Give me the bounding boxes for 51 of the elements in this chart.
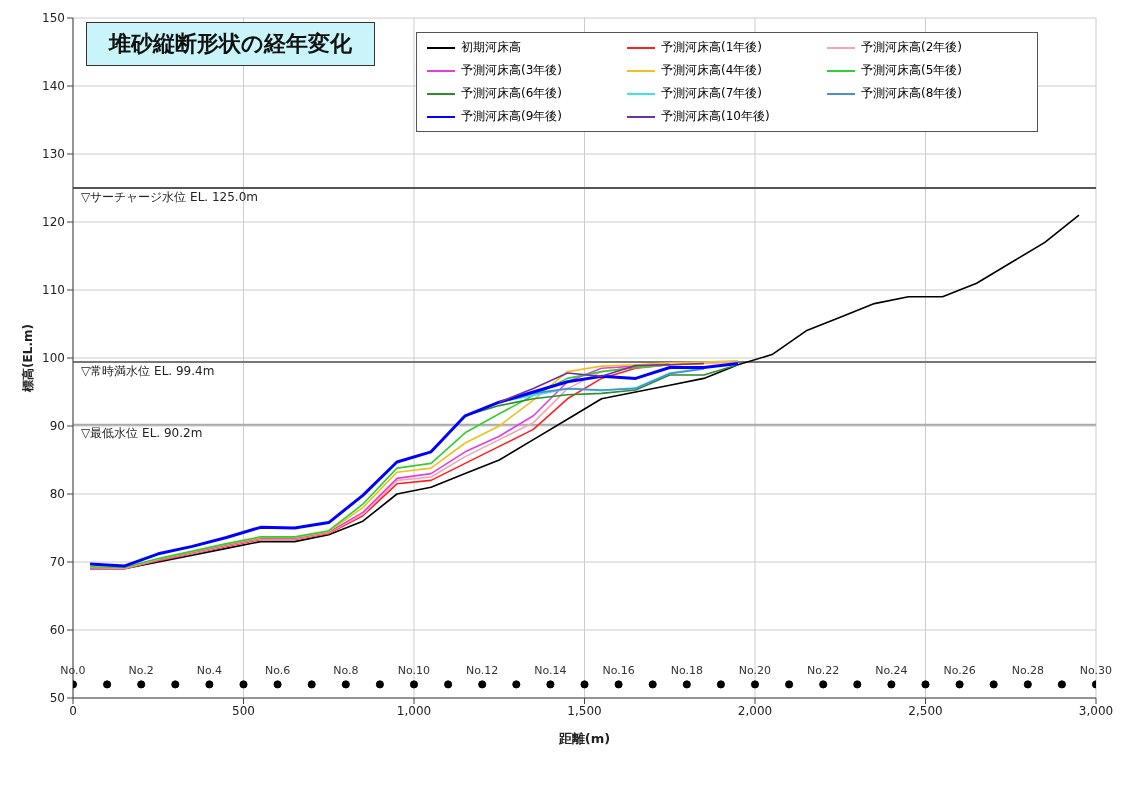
ref-line-label: ▽サーチャージ水位 EL. 125.0m: [81, 189, 258, 204]
y-tick-label: 80: [49, 487, 65, 502]
annotation: No.30: [1079, 664, 1113, 678]
legend-label: 予測河床高(6年後): [461, 85, 562, 102]
y-tick-label: 110: [42, 283, 65, 298]
annotation: No.26: [943, 664, 976, 678]
x-tick-label: 500: [232, 703, 255, 718]
annotation: No.4: [196, 664, 223, 678]
legend-label: 予測河床高(7年後): [661, 85, 762, 102]
y-tick-label: 90: [49, 419, 65, 434]
x-tick-label: 3,000: [1078, 703, 1114, 718]
legend-label: 初期河床高: [461, 39, 521, 56]
annotation: No.18: [670, 664, 703, 678]
ref-line-label: ▽最低水位 EL. 90.2m: [81, 426, 203, 441]
y-tick-label: 140: [42, 79, 65, 94]
annotation: No.28: [1011, 664, 1044, 678]
annotation: No.2: [128, 664, 154, 678]
annotation: No.22: [807, 664, 840, 678]
y-tick-label: 70: [49, 555, 65, 570]
legend-label: 予測河床高(8年後): [861, 85, 962, 102]
annotation: No.24: [875, 664, 908, 678]
x-axis-title: 距離(m): [557, 731, 611, 746]
legend-label: 予測河床高(9年後): [461, 108, 562, 125]
x-tick-label: 1,000: [396, 703, 432, 718]
y-axis-title: 標高(EL.m): [21, 324, 36, 393]
y-tick-label: 150: [42, 11, 65, 26]
legend-label: 予測河床高(10年後): [661, 108, 770, 125]
annotation: No.0: [60, 664, 86, 678]
ref-line-label: ▽常時満水位 EL. 99.4m: [81, 363, 215, 378]
annotation: No.12: [466, 664, 499, 678]
y-tick-label: 60: [49, 623, 65, 638]
x-tick-label: 1,500: [567, 703, 602, 718]
x-tick-label: 0: [69, 703, 77, 718]
y-tick-label: 50: [49, 691, 65, 706]
annotation: No.20: [738, 664, 772, 678]
annotation: No.14: [534, 664, 567, 678]
annotation: No.6: [264, 664, 291, 678]
x-tick-label: 2,000: [737, 703, 773, 718]
legend-label: 予測河床高(5年後): [861, 62, 962, 79]
text: 堆砂縦断形状の経年変化: [86, 22, 375, 66]
legend-label: 予測河床高(1年後): [661, 39, 762, 56]
y-tick-label: 100: [42, 351, 65, 366]
y-tick-label: 130: [42, 147, 65, 162]
legend-label: 予測河床高(3年後): [461, 62, 562, 79]
x-tick-label: 2,500: [908, 703, 943, 718]
legend-label: 予測河床高(2年後): [861, 39, 962, 56]
annotation: No.8: [333, 664, 359, 678]
y-tick-label: 120: [42, 215, 65, 230]
legend-label: 予測河床高(4年後): [661, 62, 762, 79]
annotation: No.16: [602, 664, 635, 678]
annotation: No.10: [397, 664, 431, 678]
